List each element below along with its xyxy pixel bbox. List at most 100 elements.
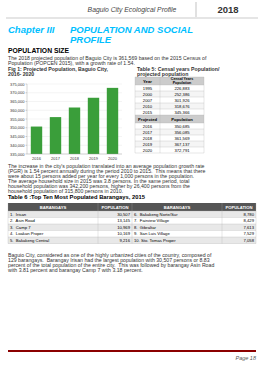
table-6: BARANGAYSPOPULATIONBARANGAYSPOPULATION1.…	[8, 203, 256, 244]
table-rule	[135, 85, 136, 91]
table-cell: 318,676	[174, 104, 190, 109]
table-cell: 2. Asin Road	[10, 218, 36, 223]
section-title: POPULATION SIZE	[8, 47, 70, 54]
table-row	[135, 109, 204, 115]
y-tick	[26, 101, 28, 102]
table-cell: 1. Irisan	[10, 212, 27, 217]
x-tick-label: 2016	[32, 156, 42, 161]
table-cell: 4. Loakan Proper	[10, 231, 44, 236]
header-rule	[6, 18, 258, 19]
table-rule	[8, 203, 9, 244]
table-rule	[204, 77, 205, 85]
table-rule	[204, 115, 205, 123]
table-rule	[222, 203, 223, 244]
table-cell: 2017	[143, 130, 153, 135]
table-cell: 8. Gibraltar	[134, 225, 156, 230]
table-header-row	[135, 77, 204, 85]
table-rule	[160, 141, 161, 147]
table-rule	[135, 129, 136, 135]
table-title: Table 6 :Top Ten Most Populated Barangay…	[8, 194, 146, 200]
table-cell: 7. Fairview Village	[134, 218, 170, 223]
header-divider	[196, 2, 197, 17]
y-tick	[26, 92, 28, 93]
table-rule	[98, 203, 99, 244]
header-year: 2018	[217, 4, 238, 15]
x-axis-line	[27, 154, 122, 155]
x-tick-label: 2017	[51, 156, 61, 161]
y-tick	[26, 127, 28, 128]
table-header: Projected	[138, 117, 158, 122]
table-header: BARANGAYS	[164, 205, 191, 210]
table-rule	[135, 77, 204, 78]
table-row	[135, 97, 204, 103]
grid-line	[27, 84, 122, 85]
table-rule	[204, 135, 205, 141]
table-header: Population	[173, 81, 192, 85]
table-rule	[135, 123, 136, 129]
table-cell: 30,507	[117, 212, 130, 217]
table-header: Year	[143, 79, 152, 84]
table-row	[135, 141, 204, 147]
table-cell: 9. San Luis Village	[134, 231, 170, 236]
table-cell: 2000	[143, 92, 153, 97]
table-rule	[135, 103, 136, 109]
table-row	[135, 135, 204, 141]
bar-chart: 335,000340,000345,000350,000355,000360,0…	[10, 82, 122, 161]
table-cell: 1995	[143, 86, 153, 91]
table-row	[135, 85, 204, 91]
table-cell: 13,145	[117, 218, 130, 223]
table-rule	[160, 91, 161, 97]
chapter-title: PROFILE	[70, 34, 112, 45]
table-cell: 10,169	[117, 231, 130, 236]
table-rule	[135, 135, 136, 141]
table-rule	[204, 91, 205, 97]
table-rule	[160, 109, 161, 115]
table-cell: 9,216	[120, 238, 131, 243]
table-rule	[204, 109, 205, 115]
table-cell: 2020	[143, 148, 153, 153]
table-cell: 356,085	[174, 130, 190, 135]
table-rule	[135, 141, 136, 147]
table-cell: 10. Sto. Tomas Proper	[134, 238, 176, 243]
table-rule	[204, 97, 205, 103]
table-header: POPULATION	[225, 205, 252, 210]
y-tick	[26, 154, 28, 155]
footer-rule	[8, 350, 256, 352]
bar	[107, 88, 118, 154]
bar	[31, 127, 42, 154]
bar	[88, 98, 99, 154]
table-cell: 367,137	[174, 142, 190, 147]
y-tick	[26, 119, 28, 120]
table-rule	[160, 77, 161, 85]
table-rule	[135, 109, 136, 115]
table-rule	[135, 77, 136, 85]
table-cell: 252,386	[174, 92, 190, 97]
page: Baguio City Ecological Profile2018Chapte…	[0, 0, 264, 373]
table-cell: 301,926	[174, 98, 190, 103]
table-rule	[135, 91, 136, 97]
x-tick-label: 2018	[70, 156, 80, 161]
chart-title: 2016- 2020	[8, 71, 34, 77]
bars	[31, 88, 118, 154]
y-tick-label: 335,000	[10, 152, 25, 157]
table-cell: 3. Camp 7	[10, 225, 31, 230]
table-rule	[132, 203, 133, 244]
table-cell: 2018	[143, 136, 153, 141]
table-cell: 7,529	[244, 231, 255, 236]
table-cell: 6. Bakakeng Norte/Sur	[134, 212, 178, 217]
table-cell: 2016	[143, 124, 153, 129]
table-rule	[204, 85, 205, 91]
table-rule	[160, 115, 161, 123]
y-tick	[26, 136, 28, 137]
table-cell: 2007	[143, 98, 153, 103]
table-rule	[160, 97, 161, 103]
table-cell: 5. Bakakeng Central	[10, 238, 49, 243]
table-rule	[160, 85, 161, 91]
table-cell: 372,791	[174, 148, 190, 153]
table-row	[135, 103, 204, 109]
chapter-label: Chapter III	[8, 24, 55, 35]
table-rule	[135, 115, 136, 123]
table-cell: 10,969	[117, 225, 130, 230]
y-tick	[26, 84, 28, 85]
table-rule	[135, 153, 204, 154]
